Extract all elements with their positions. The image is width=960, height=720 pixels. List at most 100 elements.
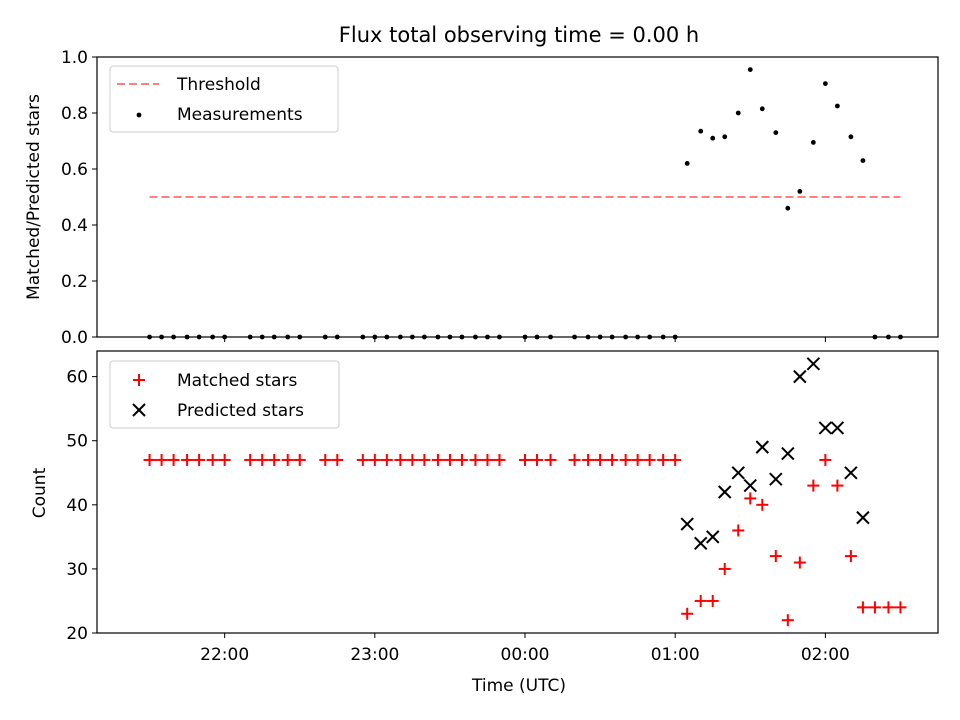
- bottom-y-axis-label: Count: [30, 467, 50, 518]
- measurement-point: [722, 134, 728, 140]
- matched-star-point: [606, 453, 619, 466]
- matched-star-point: [218, 453, 231, 466]
- top-y-tick-label: 0.4: [61, 216, 88, 236]
- matched-star-point: [519, 453, 532, 466]
- measurement-point: [822, 81, 828, 86]
- bottom-legend-box: [109, 360, 340, 429]
- matched-star-point: [582, 453, 595, 466]
- matched-star-point: [181, 453, 194, 466]
- bottom-y-tick-label: 60: [66, 368, 88, 388]
- matched-star-point: [706, 594, 719, 607]
- top-y-axis: 0.0 0.2 0.4 0.6 0.8 1.0: [61, 48, 97, 348]
- matched-star-point: [781, 614, 794, 627]
- matched-star-point: [356, 453, 369, 466]
- matched-star-point: [443, 453, 456, 466]
- legend-predicted-label: Predicted stars: [177, 401, 304, 421]
- top-legend: Threshold Measurements: [109, 65, 339, 133]
- predicted-star-point: [856, 510, 870, 525]
- matched-star-point: [368, 453, 381, 466]
- matched-star-point: [631, 453, 644, 466]
- matched-star-point: [531, 453, 544, 466]
- predicted-star-point: [680, 517, 694, 531]
- legend-threshold-label: Threshold: [176, 75, 261, 95]
- legend-predicted-swatch: [132, 403, 146, 417]
- matched-star-point: [455, 453, 468, 466]
- matched-star-point: [619, 453, 632, 466]
- top-y-tick-label: 0.0: [61, 328, 88, 348]
- matched-star-point: [882, 601, 895, 614]
- matched-star-point: [718, 562, 731, 575]
- matched-star-point: [844, 550, 857, 563]
- matched-star-point: [268, 453, 281, 466]
- bottom-x-axis: 22:00 23:00 00:00 01:00 02:00: [200, 633, 850, 665]
- matched-star-point: [394, 453, 407, 466]
- matched-star-point: [807, 479, 820, 492]
- x-axis-label: Time (UTC): [471, 676, 566, 696]
- matched-star-point: [281, 453, 294, 466]
- measurement-point: [747, 67, 753, 72]
- matched-star-point: [380, 453, 393, 466]
- matched-star-point: [418, 453, 431, 466]
- predicted-star-point: [844, 466, 858, 480]
- matched-star-point: [206, 453, 219, 466]
- matched-star-point: [756, 498, 769, 511]
- measurement-point: [810, 140, 816, 145]
- x-tick-label: 23:00: [350, 645, 399, 665]
- matched-star-point: [831, 479, 844, 492]
- matched-star-point: [319, 453, 332, 466]
- matched-star-point: [155, 453, 168, 466]
- matched-star-point: [256, 453, 269, 466]
- matched-star-point: [143, 453, 156, 466]
- measurement-point: [684, 161, 690, 166]
- chart-title: Flux total observing time = 0.00 h: [339, 23, 699, 47]
- predicted-star-point: [718, 485, 732, 499]
- matched-star-point: [167, 453, 180, 466]
- matched-star-point: [244, 453, 257, 466]
- predicted-star-point: [731, 466, 745, 480]
- measurement-point: [710, 135, 716, 141]
- x-tick-label: 01:00: [651, 645, 700, 665]
- bottom-legend: Matched stars Predicted stars: [109, 360, 340, 429]
- bottom-plot-marks: [143, 357, 907, 627]
- matched-star-point: [657, 453, 670, 466]
- matched-star-point: [769, 550, 782, 563]
- top-y-tick-label: 1.0: [61, 48, 88, 68]
- matched-star-point: [331, 453, 344, 466]
- matched-star-point: [894, 601, 907, 614]
- top-y-tick-label: 0.8: [61, 104, 88, 124]
- top-y-tick-label: 0.2: [61, 272, 88, 292]
- measurement-point: [735, 110, 741, 116]
- measurement-point: [759, 106, 765, 112]
- predicted-star-point: [694, 536, 708, 550]
- matched-star-point: [744, 492, 757, 505]
- bottom-y-tick-label: 40: [66, 496, 88, 516]
- predicted-star-point: [706, 530, 720, 544]
- matched-star-point: [431, 453, 444, 466]
- matched-star-point: [481, 453, 494, 466]
- bottom-panel: 20 30 40 50 60 22:00 23:00 00:00 01:00 02:00 Cou…: [30, 350, 939, 696]
- measurement-point: [860, 158, 866, 164]
- legend-matched-label: Matched stars: [177, 371, 297, 391]
- x-tick-label: 00:00: [501, 645, 550, 665]
- top-plot-frame: [96, 56, 939, 338]
- predicted-star-point: [769, 472, 783, 486]
- measurement-point: [785, 205, 791, 211]
- bottom-y-tick-label: 50: [66, 432, 88, 452]
- matched-star-point: [819, 453, 832, 466]
- top-legend-box: [109, 65, 339, 133]
- x-tick-label: 22:00: [200, 645, 249, 665]
- bottom-plot-frame: [96, 350, 939, 634]
- legend-measurements-label: Measurements: [177, 105, 303, 125]
- top-y-axis-label: Matched/Predicted stars: [24, 94, 44, 300]
- legend-measurements-swatch: [136, 112, 142, 118]
- matched-star-point: [406, 453, 419, 466]
- matched-star-point: [293, 453, 306, 466]
- legend-matched-swatch: [133, 374, 145, 386]
- matched-star-point: [643, 453, 656, 466]
- predicted-star-point: [743, 478, 757, 493]
- measurement-point: [797, 189, 803, 194]
- matched-star-point: [544, 453, 557, 466]
- predicted-star-point: [806, 357, 821, 371]
- measurement-point: [834, 103, 840, 109]
